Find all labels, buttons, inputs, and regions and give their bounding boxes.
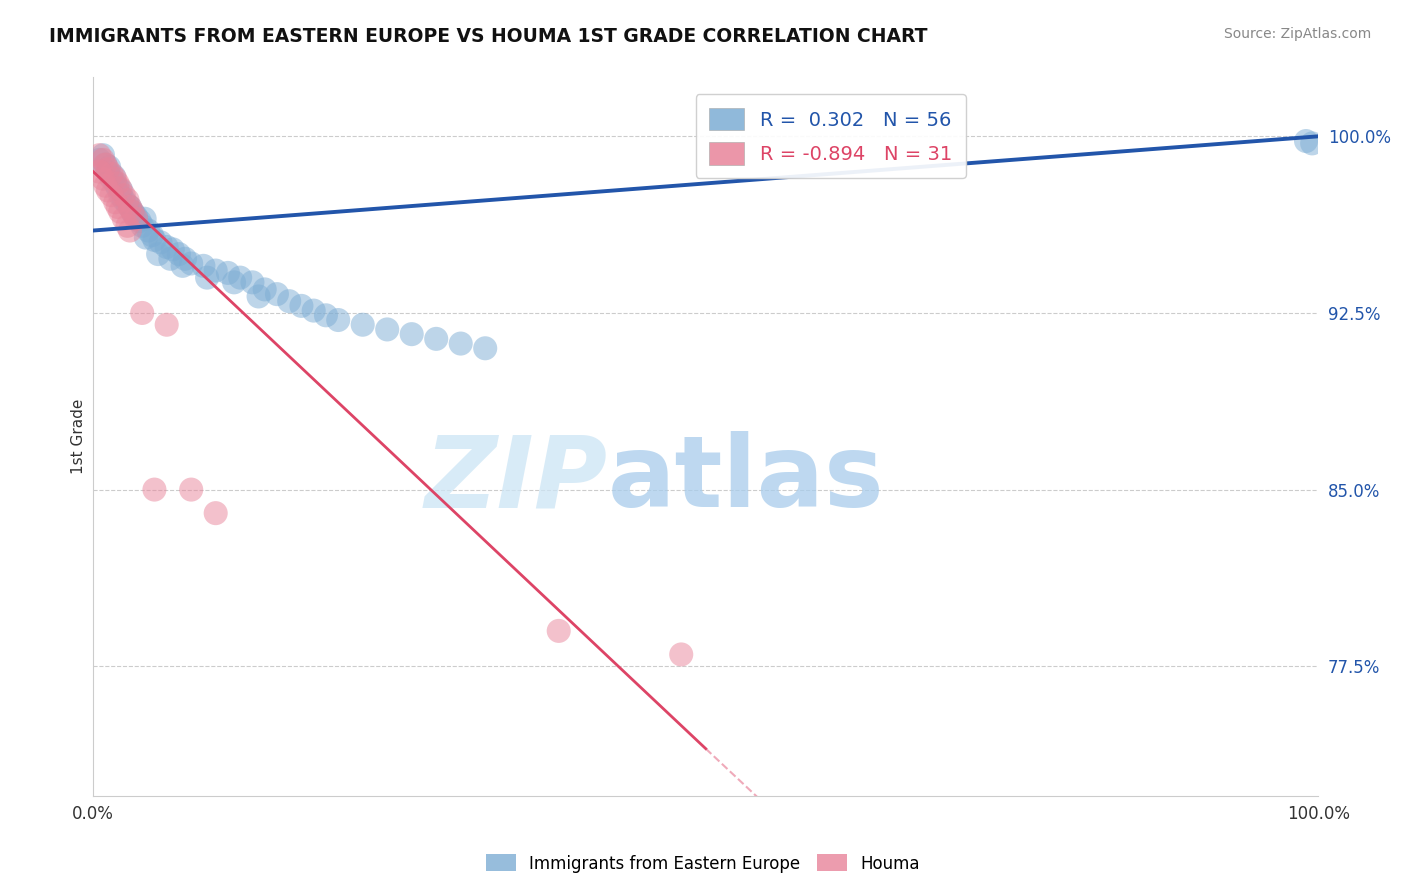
Point — [425, 332, 447, 346]
Point — [136, 223, 159, 237]
Point — [100, 188, 122, 202]
Point — [159, 252, 181, 266]
Point — [172, 259, 194, 273]
Point — [128, 214, 150, 228]
Point — [125, 211, 148, 226]
Point — [143, 233, 166, 247]
Point — [1301, 136, 1323, 151]
Point — [91, 171, 114, 186]
Point — [91, 153, 114, 167]
Point — [180, 483, 202, 497]
Text: IMMIGRANTS FROM EASTERN EUROPE VS HOUMA 1ST GRADE CORRELATION CHART: IMMIGRANTS FROM EASTERN EUROPE VS HOUMA … — [49, 27, 928, 45]
Point — [112, 188, 135, 202]
Point — [104, 171, 127, 186]
Point — [315, 308, 337, 322]
Point — [135, 230, 157, 244]
Point — [107, 177, 129, 191]
Point — [167, 247, 190, 261]
Point — [97, 162, 120, 177]
Point — [242, 276, 264, 290]
Legend: R =  0.302   N = 56, R = -0.894   N = 31: R = 0.302 N = 56, R = -0.894 N = 31 — [696, 95, 966, 178]
Point — [375, 322, 398, 336]
Point — [121, 204, 143, 219]
Point — [671, 648, 693, 662]
Point — [222, 276, 245, 290]
Point — [450, 336, 472, 351]
Point — [117, 197, 139, 211]
Y-axis label: 1st Grade: 1st Grade — [72, 399, 86, 475]
Point — [94, 158, 117, 172]
Point — [180, 256, 202, 270]
Point — [162, 243, 184, 257]
Point — [100, 171, 122, 186]
Point — [104, 195, 127, 210]
Point — [328, 313, 350, 327]
Point — [108, 204, 131, 219]
Point — [125, 210, 148, 224]
Text: ZIP: ZIP — [425, 431, 607, 528]
Point — [547, 624, 569, 638]
Legend: Immigrants from Eastern Europe, Houma: Immigrants from Eastern Europe, Houma — [479, 847, 927, 880]
Point — [195, 270, 218, 285]
Point — [100, 167, 122, 181]
Point — [112, 193, 135, 207]
Point — [112, 211, 135, 226]
Text: Source: ZipAtlas.com: Source: ZipAtlas.com — [1223, 27, 1371, 41]
Point — [156, 240, 179, 254]
Point — [266, 287, 288, 301]
Point — [278, 294, 301, 309]
Point — [108, 188, 131, 202]
Point — [143, 483, 166, 497]
Point — [98, 160, 121, 174]
Point — [107, 181, 129, 195]
Point — [229, 270, 252, 285]
Point — [118, 223, 141, 237]
Point — [247, 289, 270, 303]
Point — [89, 164, 111, 178]
Point — [193, 259, 215, 273]
Point — [97, 184, 120, 198]
Point — [352, 318, 374, 332]
Point — [131, 306, 153, 320]
Point — [97, 164, 120, 178]
Point — [253, 282, 276, 296]
Point — [94, 178, 117, 193]
Point — [117, 193, 139, 207]
Point — [107, 200, 129, 214]
Point — [91, 148, 114, 162]
Point — [156, 318, 179, 332]
Point — [117, 219, 139, 233]
Point — [110, 184, 132, 198]
Point — [204, 263, 226, 277]
Point — [146, 247, 169, 261]
Point — [204, 506, 226, 520]
Point — [141, 228, 163, 243]
Point — [118, 200, 141, 214]
Text: atlas: atlas — [607, 431, 884, 528]
Point — [89, 153, 111, 167]
Point — [103, 169, 125, 184]
Point — [290, 299, 312, 313]
Point — [302, 303, 325, 318]
Point — [149, 235, 172, 250]
Point — [108, 181, 131, 195]
Point — [401, 327, 423, 342]
Point — [131, 219, 153, 233]
Point — [94, 158, 117, 172]
Point — [122, 207, 145, 221]
Point — [217, 266, 239, 280]
Point — [89, 148, 111, 162]
Point — [174, 252, 197, 266]
Point — [134, 211, 156, 226]
Point — [118, 200, 141, 214]
Point — [474, 341, 496, 355]
Point — [121, 204, 143, 219]
Point — [104, 177, 127, 191]
Point — [1295, 134, 1317, 148]
